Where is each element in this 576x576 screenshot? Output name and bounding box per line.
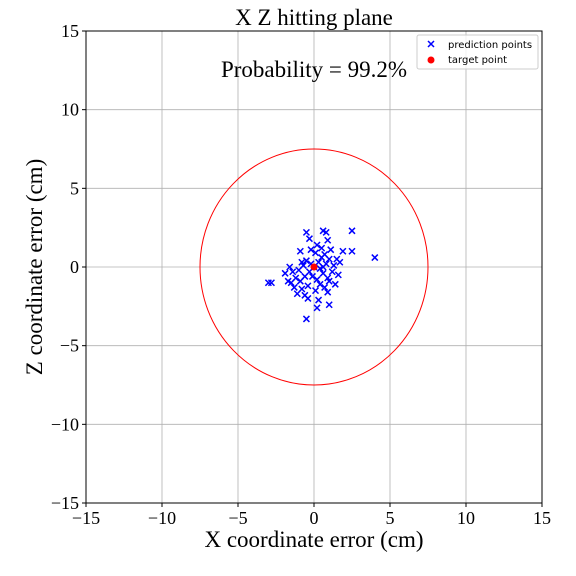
prediction-point — [348, 227, 356, 235]
tolerance-circle-layer — [199, 148, 429, 386]
prediction-point — [327, 246, 335, 254]
prediction-point — [315, 296, 323, 304]
prediction-point — [330, 261, 338, 269]
prediction-point — [371, 254, 379, 262]
chart-title: X Z hitting plane — [235, 5, 393, 30]
prediction-point — [311, 249, 320, 257]
prediction-point — [324, 236, 332, 244]
prediction-point — [302, 315, 310, 323]
prediction-point — [325, 255, 333, 263]
prediction-point — [311, 287, 320, 295]
prediction-point — [331, 280, 339, 288]
x-tick-label: 0 — [310, 508, 319, 528]
x-tick-label: −10 — [148, 508, 176, 528]
y-tick-label: 0 — [70, 257, 79, 277]
prediction-point — [318, 254, 326, 262]
y-tick-label: −10 — [51, 414, 79, 434]
y-axis-label: Z coordinate error (cm) — [22, 159, 47, 375]
legend-label-prediction: prediction points — [448, 40, 532, 51]
y-tick-label: 5 — [70, 178, 79, 198]
prediction-points-layer — [264, 227, 379, 323]
prediction-point — [336, 258, 344, 266]
prediction-point — [302, 257, 310, 265]
y-tick-label: −15 — [51, 493, 79, 513]
prediction-point — [296, 247, 304, 255]
prediction-point — [281, 269, 289, 277]
prediction-point — [316, 280, 324, 288]
prediction-point — [325, 277, 333, 285]
prediction-point — [298, 258, 306, 266]
prediction-point — [295, 266, 303, 274]
x-axis-label: X coordinate error (cm) — [204, 527, 423, 552]
prediction-point — [319, 263, 327, 271]
prediction-point — [304, 282, 312, 290]
y-tick-label: −5 — [60, 336, 79, 356]
x-tick-label: −5 — [228, 508, 247, 528]
prediction-point — [328, 268, 336, 276]
prediction-point — [287, 279, 295, 287]
prediction-point — [290, 283, 298, 291]
prediction-point — [313, 276, 321, 284]
prediction-point — [286, 263, 294, 271]
prediction-point — [322, 228, 330, 236]
prediction-point — [339, 247, 347, 255]
prediction-point — [304, 294, 312, 302]
legend-x-marker-icon — [427, 40, 435, 48]
prediction-point — [308, 272, 317, 280]
prediction-point — [307, 246, 315, 254]
prediction-point — [324, 288, 332, 296]
y-tick-label: 15 — [61, 21, 79, 41]
probability-annotation: Probability = 99.2% — [221, 57, 407, 82]
prediction-point — [305, 235, 313, 243]
legend-box — [416, 34, 539, 70]
prediction-point — [334, 271, 342, 279]
x-tick-label: 5 — [386, 508, 395, 528]
prediction-point — [293, 290, 301, 298]
prediction-point — [264, 279, 272, 287]
prediction-point — [321, 283, 329, 291]
legend-label-target: target point — [448, 55, 507, 66]
prediction-point — [296, 277, 304, 285]
prediction-point — [289, 268, 297, 276]
prediction-point — [318, 244, 326, 252]
x-tick-label: 15 — [533, 508, 551, 528]
prediction-point — [348, 247, 356, 255]
target-point — [310, 263, 318, 271]
prediction-point — [313, 304, 321, 312]
prediction-point — [302, 228, 310, 236]
legend-dot-marker-icon — [427, 56, 435, 64]
axis-ticks: −15 −10 −5 0 5 10 15 −15 −10 −5 0 5 10 15 — [51, 21, 551, 528]
y-tick-label: 10 — [61, 100, 79, 120]
tolerance-circle — [199, 148, 429, 386]
target-point-layer — [310, 263, 318, 271]
prediction-point — [325, 301, 333, 309]
prediction-point — [313, 241, 321, 249]
legend: prediction points target point — [416, 34, 539, 70]
x-tick-label: 10 — [457, 508, 475, 528]
x-tick-label: −15 — [72, 508, 100, 528]
